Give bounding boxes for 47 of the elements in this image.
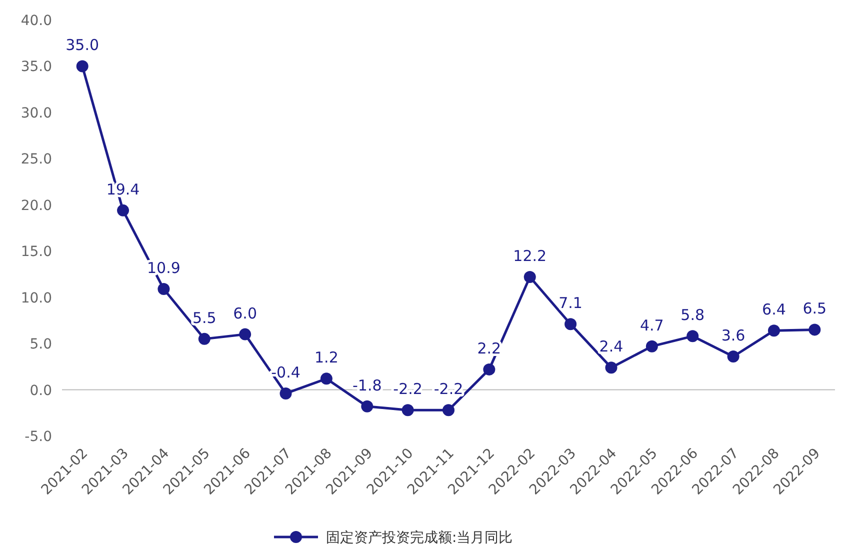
point <box>605 362 618 374</box>
point <box>280 387 292 400</box>
y-tick-label: 25.0 <box>20 152 52 168</box>
legend-label: 固定资产投资完成额:当月同比 <box>326 530 513 546</box>
point <box>808 324 821 336</box>
data-label: 7.1 <box>558 294 582 312</box>
point <box>483 363 496 376</box>
y-tick-label: 5.0 <box>30 336 52 353</box>
data-label: 6.5 <box>802 300 827 318</box>
y-tick-label: 10.0 <box>20 290 52 306</box>
y-tick-label: -5.0 <box>24 429 52 445</box>
y-tick-label: 0.0 <box>30 382 52 399</box>
data-label: 6.4 <box>762 300 786 319</box>
data-label: -2.2 <box>393 380 422 398</box>
y-tick-label: 30.0 <box>20 105 52 122</box>
data-label: 6.0 <box>233 304 258 322</box>
data-label: -0.4 <box>271 363 300 382</box>
y-tick-label: 15.0 <box>20 244 52 260</box>
y-tick-label: 20.0 <box>20 198 52 214</box>
data-label: 12.2 <box>513 246 547 265</box>
data-label: 2.4 <box>599 338 624 356</box>
point <box>158 283 170 296</box>
legend: 固定资产投资完成额:当月同比 <box>274 530 513 546</box>
point <box>727 350 740 362</box>
y-tick-label: 35.0 <box>20 59 52 76</box>
data-label: 35.0 <box>66 36 100 54</box>
point <box>117 204 130 216</box>
point <box>239 328 252 340</box>
data-label: 4.7 <box>640 316 664 334</box>
point <box>442 404 454 416</box>
data-label: -2.2 <box>434 380 464 398</box>
data-label: -1.8 <box>352 376 382 394</box>
data-label: 3.6 <box>721 326 746 344</box>
point <box>564 318 577 330</box>
point <box>768 324 780 337</box>
data-label: 5.8 <box>680 306 705 324</box>
point <box>402 404 414 416</box>
data-label: 1.2 <box>314 348 338 367</box>
point <box>76 60 88 72</box>
point <box>198 332 210 345</box>
point <box>686 330 699 342</box>
point <box>646 340 658 352</box>
data-label: 5.5 <box>192 308 216 327</box>
y-tick-label: 40.0 <box>20 13 52 29</box>
point <box>361 400 374 412</box>
point <box>320 372 332 385</box>
point <box>524 270 536 283</box>
